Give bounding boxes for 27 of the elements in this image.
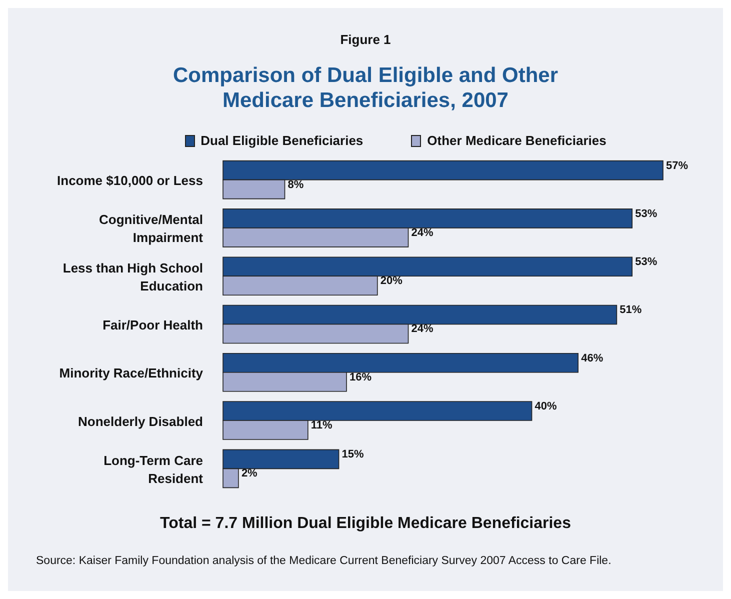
data-label: 40%: [534, 400, 558, 413]
y-tick-label: Cognitive/Mental Impairment: [98, 212, 204, 245]
data-label: 20%: [380, 275, 403, 288]
data-label: 57%: [666, 160, 688, 172]
y-tick-label: Less than High School Education: [62, 260, 204, 293]
data-label: 53%: [635, 208, 658, 220]
data-label: 15%: [342, 448, 364, 461]
y-tick-label: Income $10,000 or Less: [57, 172, 203, 188]
y-tick-label: Fair/Poor Health: [102, 317, 204, 332]
data-label: 24%: [411, 323, 434, 336]
data-label: 8%: [288, 178, 304, 191]
y-tick-label: Nonelderly Disabled: [78, 413, 204, 428]
data-label: 46%: [581, 352, 604, 364]
data-label: 16%: [350, 371, 372, 384]
data-label: 11%: [310, 420, 333, 432]
data-label: 51%: [620, 304, 642, 316]
data-label: 24%: [411, 226, 434, 239]
data-label: 53%: [635, 256, 658, 268]
chart-subtitle: Comparison of Dual Eligible and Other Medicare Beneficiaries, 2007: [172, 63, 560, 113]
text: Total = 7.7 Million Dual Eligible Medicare Beneficiaries: [159, 515, 572, 533]
legend-label: Dual Eligible Beneficiaries: [200, 133, 364, 148]
y-tick-label: Minority Race/Ethnicity: [59, 365, 204, 380]
y-tick-label: Long-Term Care Resident: [104, 452, 204, 486]
chart-title: Figure 1: [339, 32, 392, 47]
data-label: 2%: [241, 468, 258, 480]
legend-label: Other Medicare Beneficiaries: [427, 133, 606, 148]
source-note: Source: Kaiser Family Foundation analysis of the Medicare Current Beneficiary Survey 2007 Access to Care File.: [35, 555, 612, 567]
